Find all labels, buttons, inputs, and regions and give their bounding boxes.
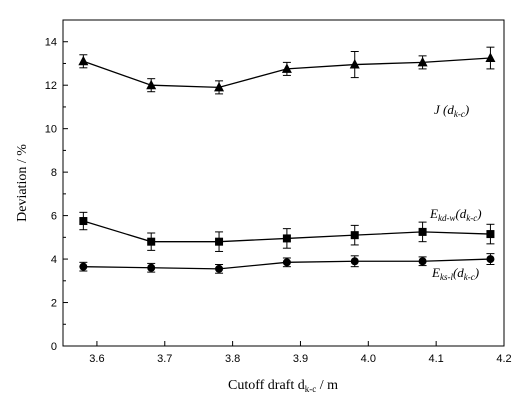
series-circle: [79, 253, 495, 274]
series-label-ekd-end: ): [476, 206, 481, 221]
x-tick-label: 3.7: [157, 353, 172, 365]
series-label-j: J (dk-c): [434, 102, 469, 119]
y-tick-label: 14: [45, 37, 57, 49]
plot-frame: [62, 19, 505, 347]
series-label-ekd-sub: kd-w: [438, 213, 456, 223]
data-point-square: [147, 237, 156, 246]
x-tick-label: 3.9: [293, 353, 308, 365]
data-point-circle: [215, 264, 224, 273]
y-tick-label: 6: [51, 211, 57, 223]
data-point-triangle: [349, 59, 360, 69]
x-tick-label: 4.0: [361, 353, 376, 365]
data-point-circle: [282, 258, 291, 267]
data-point-triangle: [146, 79, 157, 90]
series-square: [79, 211, 495, 252]
series-label-j-sub: k-c: [454, 109, 465, 119]
data-point-square: [486, 230, 495, 239]
data-point-triangle: [417, 56, 428, 67]
y-tick-label: 4: [51, 254, 57, 266]
x-axis-title: Cutoff draft dk-c / m: [228, 378, 338, 394]
series-label-eks-mid: (d: [453, 265, 464, 280]
x-tick-label: 3.8: [225, 353, 240, 365]
y-axis-title: Deviation / %: [15, 144, 30, 222]
axis-ticks: 3.6 3.7 3.8 3.9 4.0 4.1 4.2 0 2 4 6 8 10 12 14: [45, 37, 512, 365]
series-label-ekd: Ekd-w(dk-c): [429, 206, 482, 223]
x-tick-label: 4.1: [429, 353, 444, 365]
data-point-circle: [350, 257, 359, 266]
data-point-triangle: [214, 81, 225, 92]
x-tick-label: 4.2: [496, 353, 511, 365]
x-axis-title-sub: k-c: [305, 384, 317, 394]
series-label-eks-sub: ks-l: [440, 272, 453, 282]
y-tick-label: 8: [51, 167, 57, 179]
data-point-square: [215, 237, 224, 246]
data-point-circle: [486, 255, 495, 264]
y-tick-label: 10: [45, 124, 57, 136]
series-layer: [78, 46, 496, 274]
series-label-ekd-main: E: [429, 206, 438, 221]
series-label-eks-main: E: [431, 265, 440, 280]
data-point-square: [282, 234, 291, 243]
series-label-eks-end: ): [474, 265, 479, 280]
y-tick-label: 0: [51, 341, 57, 353]
series-label-eks: Eks-l(dk-c): [431, 265, 479, 282]
series-label-eks-sub2: k-c: [464, 272, 475, 282]
data-point-circle: [79, 262, 88, 271]
data-point-square: [418, 227, 427, 236]
series-triangle: [78, 46, 496, 95]
data-point-circle: [147, 263, 156, 272]
data-point-triangle: [78, 55, 89, 66]
x-axis-title-main: Cutoff draft d: [228, 378, 305, 393]
series-label-j-main: J (d: [434, 102, 454, 117]
data-point-square: [350, 231, 359, 240]
data-point-square: [79, 217, 88, 226]
data-point-circle: [418, 257, 427, 266]
data-point-triangle: [281, 63, 292, 73]
y-tick-label: 12: [45, 80, 57, 92]
data-point-triangle: [485, 52, 496, 63]
series-label-j-end: ): [464, 102, 469, 117]
y-tick-label: 2: [51, 298, 57, 310]
x-axis-title-unit: / m: [316, 378, 338, 393]
series-label-ekd-mid: (d: [455, 206, 466, 221]
series-label-ekd-sub2: k-c: [466, 213, 477, 223]
x-tick-label: 3.6: [89, 353, 104, 365]
